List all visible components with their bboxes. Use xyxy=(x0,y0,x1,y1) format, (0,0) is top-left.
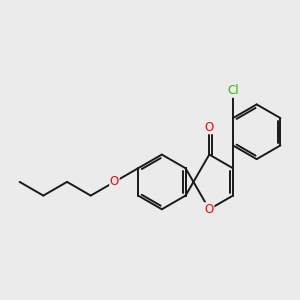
Text: Cl: Cl xyxy=(227,84,239,97)
Text: O: O xyxy=(205,121,214,134)
Text: O: O xyxy=(205,203,214,216)
Text: O: O xyxy=(110,176,119,188)
